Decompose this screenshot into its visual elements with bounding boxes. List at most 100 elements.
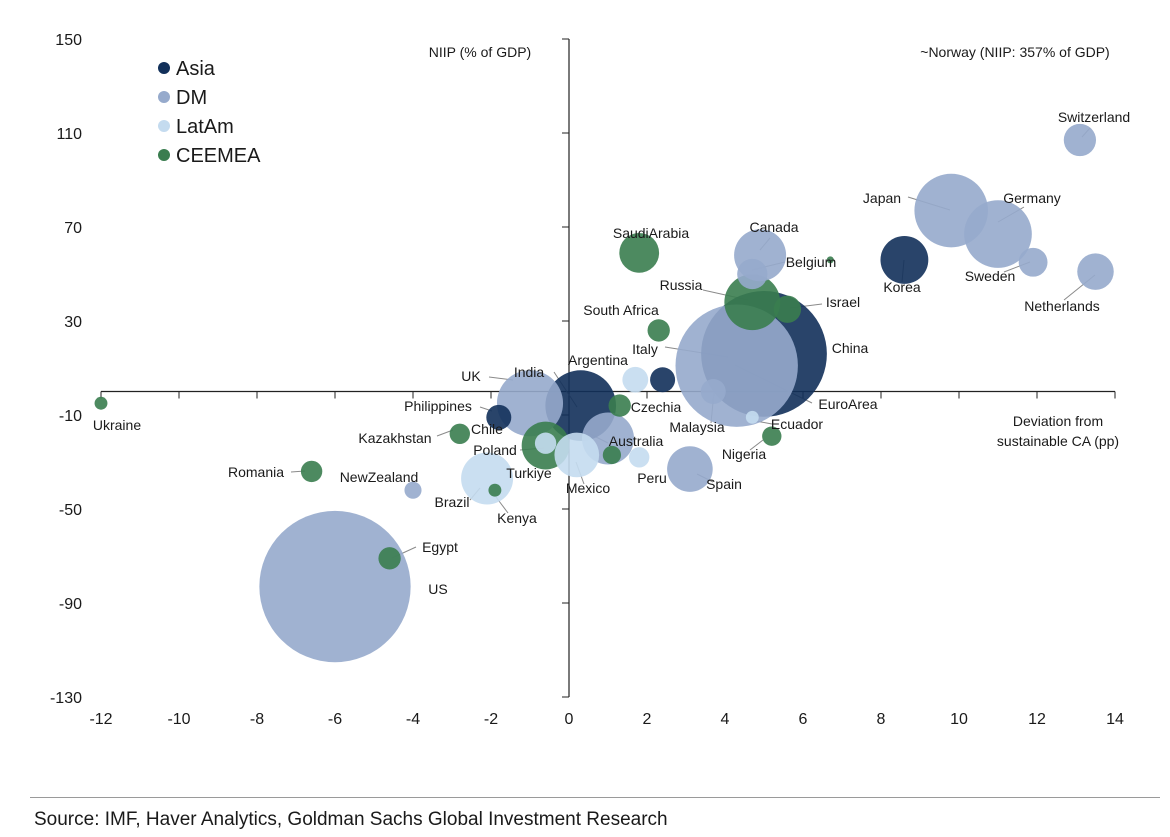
label-mexico: Mexico: [566, 480, 611, 496]
label-poland: Poland: [473, 442, 517, 458]
bubble-newzealand: [404, 481, 422, 499]
bubble-malaysia: [650, 367, 676, 393]
bubble-ukraine: [94, 396, 108, 410]
label-sweden: Sweden: [965, 268, 1016, 284]
label-kazakhstan: Kazakhstan: [358, 430, 431, 446]
label-australia: Australia: [609, 433, 664, 449]
label-israel: Israel: [826, 294, 860, 310]
norway-annotation: ~Norway (NIIP: 357% of GDP): [920, 44, 1109, 60]
label-newzealand: NewZealand: [340, 469, 419, 485]
bubble-mexico: [554, 432, 600, 478]
y-tick-label: 30: [64, 314, 82, 331]
label-ecuador: Ecuador: [771, 416, 823, 432]
x-tick-label: 14: [1106, 711, 1124, 728]
x-tick-label: 12: [1028, 711, 1046, 728]
legend-label-dm: DM: [176, 87, 207, 109]
y-tick-label: 150: [55, 32, 82, 49]
bubble-peru: [629, 447, 650, 468]
bubbles: [94, 123, 1114, 663]
label-saudiarabia: SaudiArabia: [613, 225, 689, 241]
bubble-belgium: [737, 258, 768, 290]
bubble-philippines: [486, 404, 512, 430]
x-tick-label: 8: [877, 711, 886, 728]
bubble-switzerland: [1063, 123, 1097, 157]
y-axis-label: NIIP (% of GDP): [429, 44, 531, 60]
bubble-netherlands: [1077, 253, 1114, 290]
bubble-uk: [496, 370, 564, 437]
bubble-korea: [880, 235, 929, 284]
label-ukraine: Ukraine: [93, 417, 141, 433]
x-tick-label: -12: [89, 711, 112, 728]
bubble-norway: [826, 256, 834, 264]
label-japan: Japan: [863, 190, 901, 206]
x-tick-label: 4: [721, 711, 730, 728]
legend-marker-dm: [158, 91, 170, 103]
bubble-germany: [964, 200, 1032, 268]
y-tick-label: 110: [56, 126, 82, 143]
x-tick-label: -6: [328, 711, 342, 728]
bubble-italy: [700, 379, 726, 404]
x-tick-label: -2: [484, 711, 498, 728]
x-tick-label: -4: [406, 711, 420, 728]
label-uk: UK: [461, 368, 481, 384]
bubble-israel: [773, 295, 802, 323]
label-czechia: Czechia: [631, 399, 682, 415]
y-tick-label: 70: [64, 220, 82, 237]
label-india: India: [514, 364, 545, 380]
legend-marker-asia: [158, 62, 170, 74]
label-germany: Germany: [1003, 190, 1061, 206]
label-russia: Russia: [660, 277, 703, 293]
legend-label-ceemea: CEEMEA: [176, 145, 261, 167]
bubble-russia: [724, 274, 781, 331]
bubble-spain: [667, 446, 713, 492]
legend-label-latam: LatAm: [176, 116, 234, 138]
label-switzerland: Switzerland: [1058, 109, 1130, 125]
legend-marker-latam: [158, 120, 170, 132]
x-tick-label: 10: [950, 711, 968, 728]
bubble-south-africa: [647, 319, 670, 342]
bubble-ecuador: [745, 410, 759, 424]
label-philippines: Philippines: [404, 398, 472, 414]
label-belgium: Belgium: [786, 254, 837, 270]
x-tick-label: 0: [565, 711, 574, 728]
bubble-romania: [300, 460, 323, 483]
label-us: US: [428, 581, 447, 597]
y-tick-label: -130: [50, 690, 82, 707]
bubble-turkiye: [602, 445, 622, 465]
y-tick-label: -10: [59, 408, 82, 425]
bubble-nigeria: [762, 426, 782, 446]
x-axis-label: Deviation from sustainable CA (pp): [997, 413, 1119, 449]
label-turkiye: Turkiye: [506, 465, 552, 481]
bubble-us: [259, 510, 411, 663]
label-nigeria: Nigeria: [722, 446, 767, 462]
label-south-africa: South Africa: [583, 302, 659, 318]
bubble-kenya: [488, 483, 502, 497]
leader-nigeria: [749, 439, 764, 451]
bubble-chart: -12 -10 -8 -6 -4 -2 0 2 4 6 8 10 12 14 150 110 70 30 -10 -5…: [50, 32, 1130, 728]
y-tick-label: -90: [59, 596, 82, 613]
label-romania: Romania: [228, 464, 284, 480]
label-kenya: Kenya: [497, 510, 537, 526]
x-tick-label: -8: [250, 711, 264, 728]
label-malaysia: Malaysia: [669, 419, 724, 435]
legend-marker-ceemea: [158, 149, 170, 161]
label-italy: Italy: [632, 341, 658, 357]
x-tick-label: 6: [799, 711, 808, 728]
legend: Asia DM LatAm CEEMEA: [158, 58, 261, 167]
point-labels: Switzerland Japan Germany Canada SaudiArabia…: [93, 109, 1130, 597]
label-euroarea: EuroArea: [818, 396, 877, 412]
label-chile: Chile: [471, 421, 503, 437]
y-tick-label: -50: [59, 502, 82, 519]
label-peru: Peru: [637, 470, 667, 486]
source-note: Source: IMF, Haver Analytics, Goldman Sa…: [34, 809, 668, 830]
bubble-kazakhstan: [449, 423, 470, 444]
chart-axes: -12 -10 -8 -6 -4 -2 0 2 4 6 8 10 12 14 150 110 70 30 -10 -5…: [50, 32, 1124, 728]
label-canada: Canada: [749, 219, 798, 235]
label-china: China: [832, 340, 869, 356]
label-egypt: Egypt: [422, 539, 458, 555]
bubble-egypt: [378, 547, 401, 570]
bubble-czechia: [608, 394, 631, 417]
label-korea: Korea: [883, 279, 921, 295]
label-netherlands: Netherlands: [1024, 298, 1100, 314]
legend-label-asia: Asia: [176, 58, 216, 80]
